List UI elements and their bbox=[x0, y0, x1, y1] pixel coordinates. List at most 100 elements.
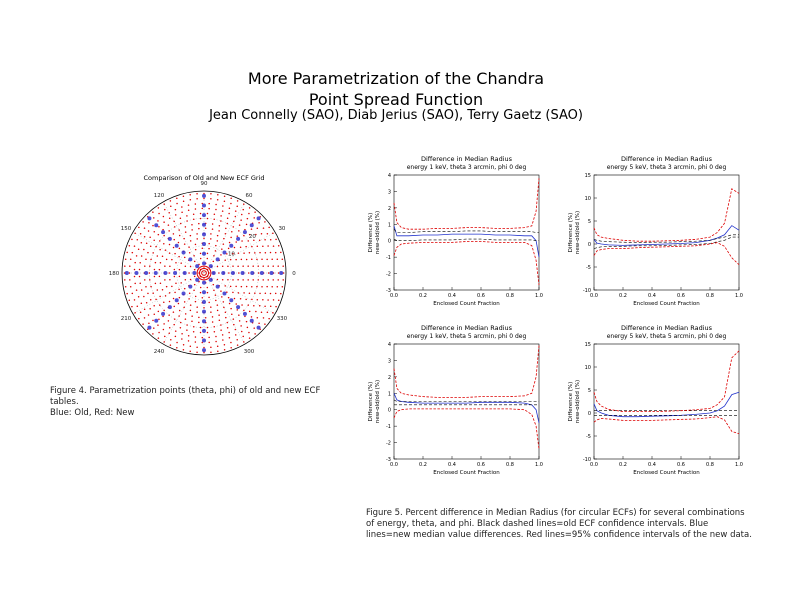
new-grid-point bbox=[247, 272, 250, 274]
new-grid-point bbox=[157, 337, 160, 339]
new-grid-point bbox=[163, 221, 165, 223]
new-grid-point bbox=[243, 292, 245, 294]
new-grid-point bbox=[191, 315, 193, 317]
x-tick-label: 0.6 bbox=[677, 293, 685, 299]
new-grid-point bbox=[196, 198, 198, 200]
new-grid-point bbox=[210, 351, 212, 353]
new-grid-point bbox=[176, 341, 178, 344]
new-grid-point bbox=[234, 210, 237, 212]
new-grid-point bbox=[201, 341, 204, 344]
new-grid-point bbox=[275, 238, 277, 241]
new-grid-point bbox=[153, 217, 155, 219]
new-grid-point bbox=[203, 237, 205, 239]
new-grid-point bbox=[231, 313, 233, 315]
new-grid-point bbox=[168, 300, 171, 303]
new-grid-point bbox=[235, 285, 237, 288]
new-grid-point bbox=[143, 295, 145, 298]
new-grid-point bbox=[206, 286, 209, 289]
new-grid-point bbox=[206, 257, 209, 260]
new-grid-point bbox=[129, 265, 131, 267]
old-grid-point bbox=[154, 223, 159, 228]
new-grid-point bbox=[252, 265, 254, 267]
new-grid-point bbox=[143, 317, 146, 319]
old-grid-point bbox=[167, 236, 172, 241]
new-grid-point bbox=[164, 279, 166, 281]
new-grid-point bbox=[228, 241, 231, 244]
new-grid-point bbox=[199, 257, 202, 260]
new-grid-point bbox=[188, 251, 191, 254]
new-grid-point bbox=[208, 247, 210, 250]
new-grid-point bbox=[272, 279, 274, 281]
new-grid-point bbox=[266, 258, 268, 261]
new-grid-point bbox=[206, 212, 209, 215]
new-grid-point bbox=[193, 255, 195, 257]
new-grid-point bbox=[223, 306, 225, 309]
new-grid-point bbox=[168, 327, 171, 329]
x-axis-label: Enclosed Count Fraction bbox=[633, 470, 700, 476]
new-grid-point bbox=[214, 294, 217, 296]
new-grid-point bbox=[208, 341, 210, 344]
new-grid-point bbox=[194, 300, 197, 303]
new-grid-point bbox=[189, 198, 192, 201]
new-grid-point bbox=[225, 316, 227, 319]
new-grid-point bbox=[221, 334, 224, 336]
new-grid-point bbox=[211, 223, 214, 225]
new-grid-point bbox=[240, 219, 242, 221]
new-grid-point bbox=[173, 238, 175, 241]
new-grid-point bbox=[274, 292, 277, 295]
new-grid-point bbox=[230, 307, 232, 310]
polar-radial-label: 20 bbox=[249, 234, 256, 240]
new-grid-point bbox=[178, 315, 180, 317]
new-grid-point bbox=[266, 233, 269, 235]
new-grid-point bbox=[194, 336, 197, 338]
polar-old-points bbox=[124, 193, 284, 353]
new-grid-point bbox=[259, 292, 261, 295]
new-grid-point bbox=[186, 220, 188, 222]
new-grid-point bbox=[124, 258, 127, 260]
new-grid-point bbox=[216, 309, 219, 312]
new-grid-point bbox=[159, 248, 161, 251]
new-grid-point bbox=[168, 252, 171, 254]
new-grid-point bbox=[232, 252, 234, 255]
new-grid-point bbox=[256, 316, 259, 319]
y-tick-label: 0 bbox=[388, 408, 391, 414]
new-grid-point bbox=[226, 222, 229, 225]
y-tick-label: -3 bbox=[386, 457, 391, 463]
new-grid-point bbox=[175, 282, 177, 284]
new-grid-point bbox=[189, 240, 192, 242]
panel-title: Difference in Median Radius bbox=[621, 155, 713, 163]
new-grid-point bbox=[131, 238, 133, 241]
old-grid-point bbox=[202, 299, 206, 304]
new-grid-point bbox=[168, 211, 170, 214]
x-tick-label: 0.0 bbox=[390, 462, 398, 468]
new-grid-point bbox=[236, 344, 239, 346]
new-grid-point bbox=[267, 299, 269, 301]
new-grid-point bbox=[183, 256, 186, 259]
new-grid-point bbox=[149, 279, 151, 281]
old-grid-point bbox=[161, 230, 166, 235]
new-grid-point bbox=[179, 327, 182, 329]
new-grid-point bbox=[178, 247, 181, 250]
new-grid-point bbox=[226, 327, 229, 329]
new-grid-point bbox=[247, 304, 249, 306]
new-grid-point bbox=[258, 239, 261, 241]
new-grid-point bbox=[157, 220, 159, 222]
new-grid-point bbox=[262, 265, 264, 267]
new-grid-point bbox=[210, 306, 212, 308]
new-grid-point bbox=[243, 341, 245, 343]
y-tick-label: 4 bbox=[388, 342, 391, 348]
new-grid-point bbox=[201, 247, 204, 249]
new-grid-point bbox=[163, 301, 165, 303]
x-axis-label: Enclosed Count Fraction bbox=[433, 470, 500, 476]
new-grid-point bbox=[251, 245, 253, 248]
y-axis-label: Difference (%) bbox=[568, 382, 574, 422]
x-tick-label: 0.2 bbox=[619, 462, 627, 468]
new-grid-point bbox=[208, 296, 210, 299]
x-tick-label: 0.6 bbox=[477, 462, 485, 468]
new-grid-point bbox=[228, 212, 230, 215]
new-grid-point bbox=[211, 316, 214, 318]
new-grid-point bbox=[163, 323, 165, 325]
old-grid-point bbox=[147, 325, 152, 330]
new-grid-point bbox=[140, 289, 143, 291]
new-grid-point bbox=[243, 234, 245, 237]
